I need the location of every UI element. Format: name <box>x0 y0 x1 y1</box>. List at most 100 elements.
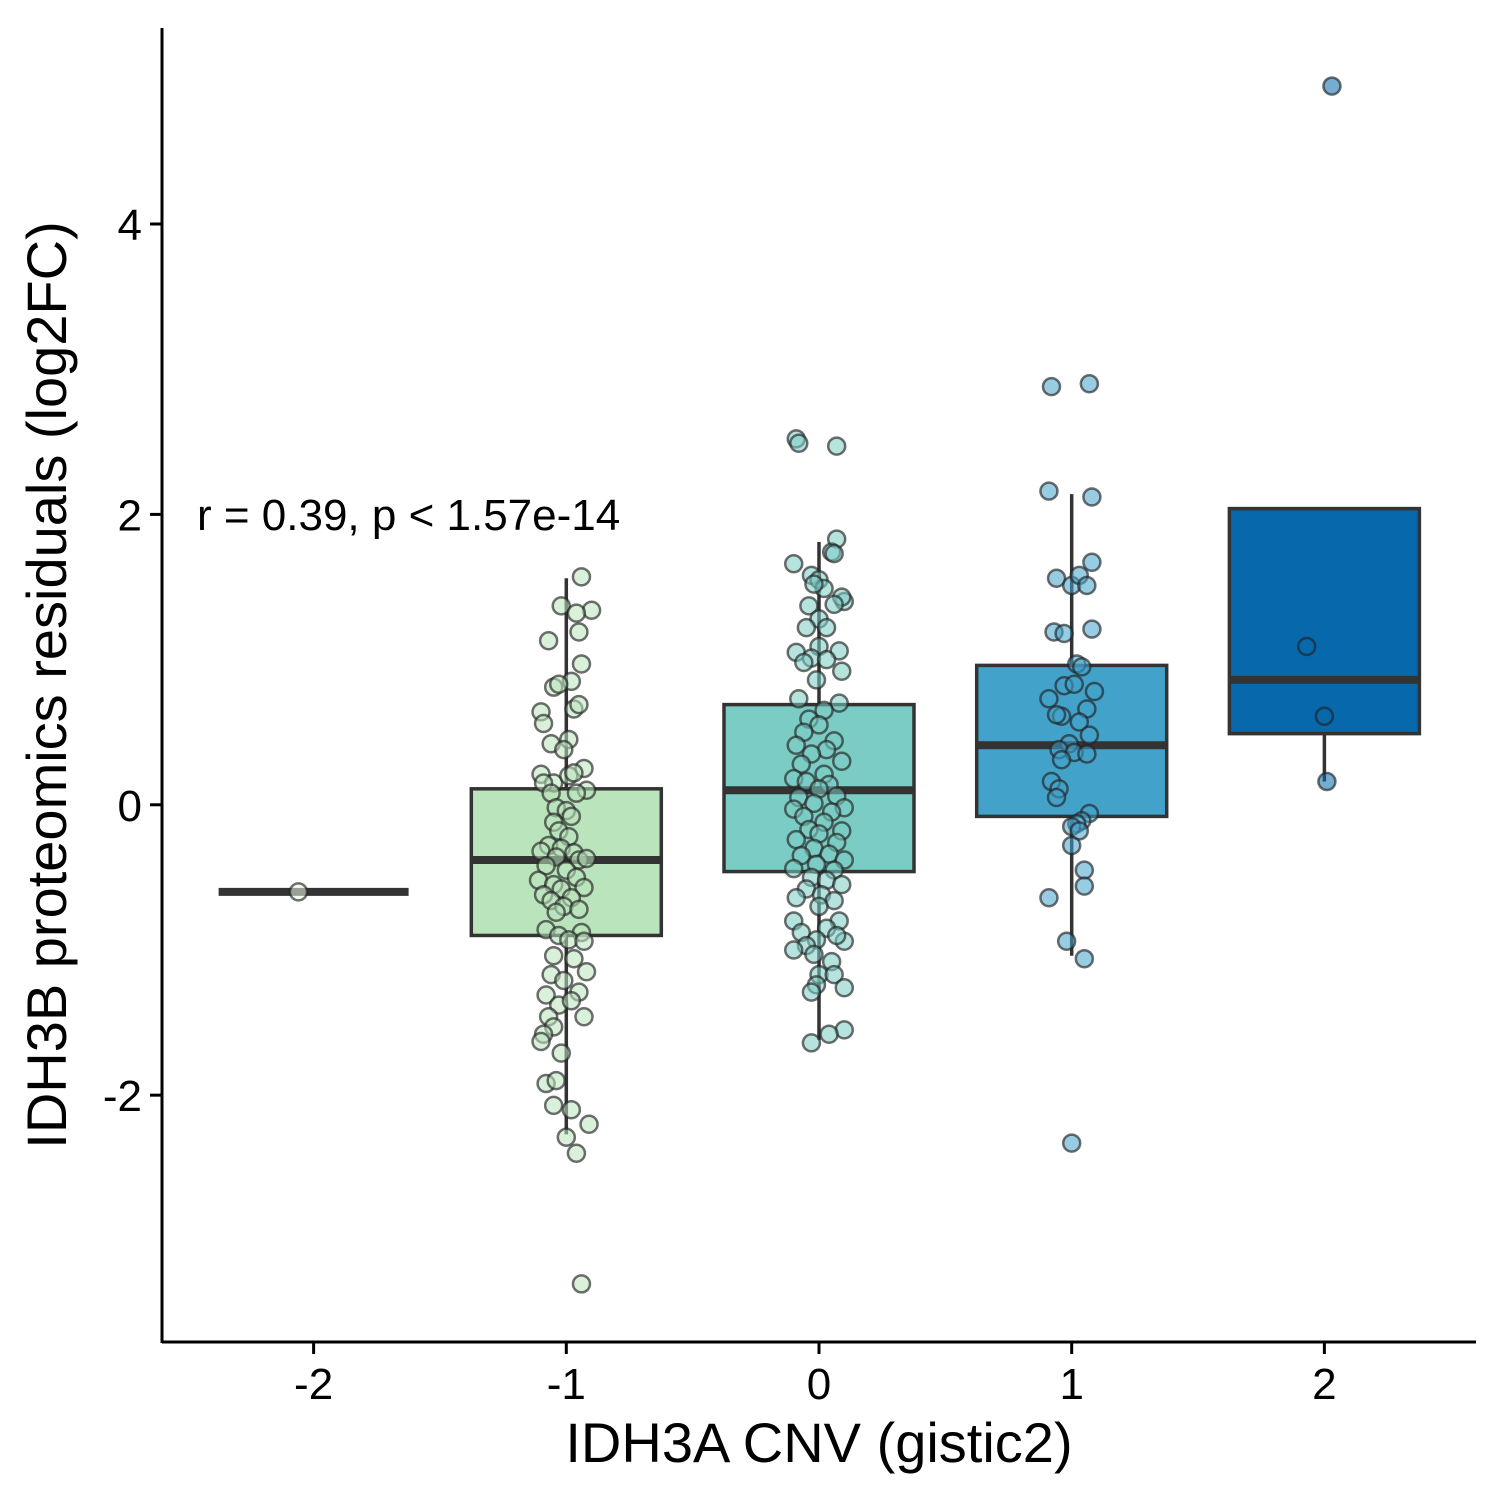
data-point <box>576 962 597 982</box>
data-point <box>564 948 584 969</box>
x-axis-title: IDH3A CNV (gistic2) <box>565 1411 1072 1474</box>
data-point <box>1079 725 1100 745</box>
data-point <box>831 751 852 771</box>
data-point <box>536 985 556 1005</box>
data-point <box>569 622 589 642</box>
x-tick-label: 2 <box>1312 1360 1336 1409</box>
y-axis-ticks: -2 0 2 4 <box>103 201 162 1121</box>
data-point <box>1051 750 1072 770</box>
data-point <box>1046 787 1067 808</box>
data-point <box>804 793 824 814</box>
box <box>1227 506 1422 736</box>
data-point <box>1039 481 1059 501</box>
data-point <box>799 596 819 616</box>
data-point <box>561 1099 582 1120</box>
data-point <box>834 977 855 998</box>
data-point <box>819 1024 839 1044</box>
data-point <box>1317 771 1337 792</box>
data-point <box>1082 619 1102 639</box>
x-axis-ticks: -2 -1 0 1 2 <box>294 1342 1337 1409</box>
data-point <box>786 735 807 756</box>
data-point <box>1082 552 1102 573</box>
data-point <box>531 1031 551 1052</box>
data-point <box>804 944 824 965</box>
data-point <box>556 1127 577 1148</box>
data-point <box>569 899 589 920</box>
data-point <box>554 739 574 760</box>
data-point <box>571 567 592 587</box>
x-tick-label: 0 <box>807 1360 831 1409</box>
data-point <box>804 574 824 594</box>
data-point <box>1314 706 1335 726</box>
data-point <box>1074 876 1095 896</box>
data-point <box>831 874 852 895</box>
box-group-0 <box>722 429 916 1053</box>
data-point <box>1322 76 1342 96</box>
data-point <box>1041 376 1062 397</box>
data-point <box>548 674 569 695</box>
data-point <box>824 964 844 985</box>
data-point <box>783 940 804 960</box>
data-point <box>538 630 559 651</box>
data-point <box>564 763 584 783</box>
data-point <box>816 617 837 638</box>
data-point <box>826 925 847 946</box>
y-tick-label: 0 <box>118 782 142 831</box>
data-point <box>1084 681 1105 702</box>
box-group-2 <box>1227 76 1422 792</box>
data-point <box>551 1043 572 1063</box>
y-tick-label: 2 <box>118 491 142 540</box>
data-point <box>1046 705 1067 725</box>
data-point <box>551 596 572 616</box>
box-group--1 <box>469 567 664 1294</box>
data-point <box>288 882 309 902</box>
data-point <box>543 1095 564 1116</box>
data-point <box>566 783 587 803</box>
data-point <box>1039 887 1059 908</box>
data-point <box>571 1274 592 1294</box>
data-point <box>574 877 594 898</box>
data-point <box>829 693 849 713</box>
data-point <box>546 902 566 922</box>
data-point <box>1061 1133 1082 1153</box>
data-point <box>574 931 594 952</box>
data-point <box>809 896 829 917</box>
correlation-annotation: r = 0.39, p < 1.57e-14 <box>197 491 620 540</box>
data-point <box>574 1007 594 1027</box>
data-point <box>1046 568 1067 589</box>
data-point <box>566 603 587 623</box>
data-point <box>809 715 829 735</box>
data-point <box>1074 948 1095 969</box>
data-point <box>546 1070 566 1091</box>
data-point <box>1056 931 1077 952</box>
data-point <box>561 991 582 1011</box>
data-point <box>1074 860 1095 880</box>
plot-area <box>218 76 1422 1294</box>
x-tick-label: -2 <box>294 1360 333 1409</box>
data-point <box>1079 373 1100 394</box>
data-point <box>1061 835 1082 856</box>
data-point <box>783 858 804 879</box>
data-point <box>561 806 582 827</box>
data-point <box>789 433 809 454</box>
data-point <box>576 848 597 869</box>
data-point <box>786 829 807 850</box>
data-point <box>824 543 844 564</box>
data-point <box>796 617 817 638</box>
data-point <box>789 689 809 709</box>
data-point <box>801 1033 822 1053</box>
data-point <box>1296 636 1317 657</box>
data-point <box>1064 674 1084 695</box>
data-point <box>783 554 804 574</box>
data-point <box>816 649 837 670</box>
y-axis-title: IDH3B proteomics residuals (log2FC) <box>15 221 78 1148</box>
data-point <box>571 654 592 674</box>
data-point <box>831 661 852 681</box>
box-group--2 <box>218 882 409 902</box>
data-point <box>806 670 827 690</box>
data-point <box>824 594 844 615</box>
data-point <box>1069 712 1090 732</box>
x-tick-label: -1 <box>547 1360 586 1409</box>
data-point <box>1077 575 1097 596</box>
